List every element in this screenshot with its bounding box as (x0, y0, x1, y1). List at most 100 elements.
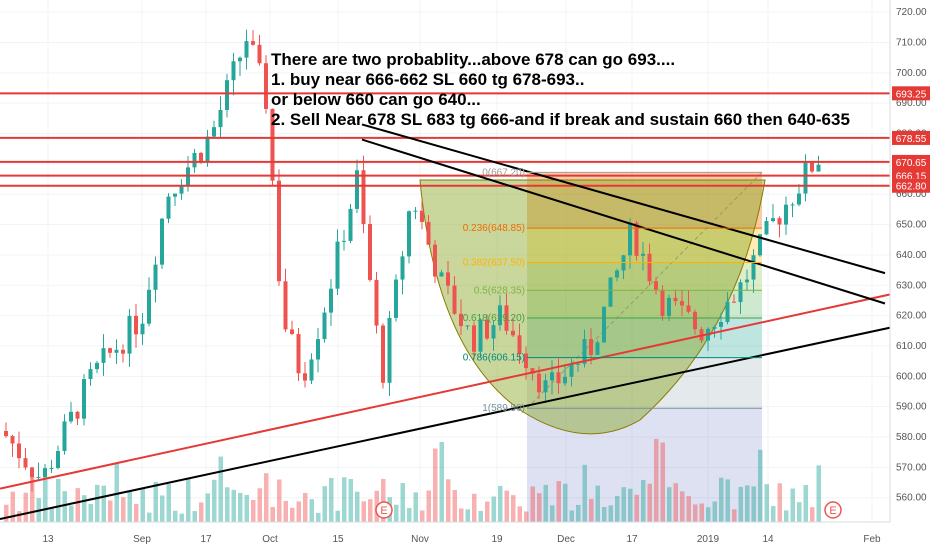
candle-body (283, 281, 288, 330)
fib-label: 0.236(648.85) (463, 223, 525, 234)
volume-bar (673, 483, 678, 522)
candle-body (381, 325, 385, 383)
volume-profile-area (527, 408, 762, 522)
volume-bar (621, 487, 626, 522)
candle-body (433, 244, 437, 277)
candle-body (693, 311, 697, 330)
candle-body (589, 339, 593, 355)
volume-bar (95, 484, 100, 522)
fib-label: 1(589.50) (482, 403, 525, 414)
volume-bar (563, 483, 568, 522)
candle-body (147, 289, 151, 324)
annotation-line: or below 660 can go 640... (271, 90, 481, 109)
volume-bar (634, 494, 639, 522)
candle-body (816, 164, 821, 172)
candle-body (472, 325, 476, 352)
volume-bar (654, 438, 659, 522)
volume-bar (147, 512, 152, 522)
candle-body (751, 255, 756, 280)
volume-bar (725, 479, 730, 522)
volume-bar (706, 507, 711, 522)
candle-body (725, 301, 730, 322)
volume-bar (270, 507, 275, 522)
candle-body (69, 411, 73, 422)
volume-bar (459, 508, 464, 522)
volume-bar (758, 449, 763, 522)
volume-bar (75, 488, 80, 522)
volume-bar (283, 500, 288, 522)
volume-bar (322, 486, 327, 522)
volume-bar (30, 477, 35, 522)
volume-bar (277, 479, 282, 522)
candle-body (134, 315, 138, 335)
volume-bar (335, 510, 340, 522)
x-tick-label: 19 (491, 534, 503, 545)
candle-body (186, 167, 190, 187)
volume-bar (426, 490, 431, 522)
volume-bar (699, 503, 704, 522)
volume-bar (400, 483, 405, 522)
trendlines (0, 123, 932, 520)
candle-body (316, 339, 320, 360)
candle-body (212, 127, 216, 137)
candle-body (602, 306, 606, 343)
candle-body (465, 325, 470, 327)
annotation-line: 2. Sell Near 678 SL 683 tg 666-and if br… (271, 110, 850, 129)
volume-bar (10, 491, 15, 522)
x-tick-label: Oct (262, 534, 278, 545)
price-badge-label: 693.25 (896, 89, 927, 100)
volume-bar (686, 496, 691, 522)
volume-bar (407, 508, 412, 522)
volume-bar (329, 477, 334, 522)
y-tick-label: 560.00 (896, 493, 927, 504)
candle-body (745, 279, 749, 283)
volume-bar (108, 500, 113, 522)
candlesticks (4, 29, 821, 492)
candle-body (101, 348, 106, 363)
candle-body (88, 369, 93, 380)
volume-bar (218, 456, 223, 522)
candle-body (563, 376, 567, 384)
x-tick-label: Feb (863, 534, 881, 545)
candle-body (199, 152, 203, 162)
candle-body (719, 321, 723, 327)
volume-bar (82, 495, 87, 522)
volume-bar (504, 490, 509, 522)
volume-bar (803, 484, 808, 522)
candle-body (322, 312, 327, 340)
volume-bar (296, 501, 301, 522)
candle-body (368, 224, 372, 280)
y-tick-label: 650.00 (896, 220, 927, 231)
x-tick-label: 15 (332, 534, 344, 545)
volume-bar (764, 484, 769, 522)
volume-bar (615, 495, 620, 522)
candle-body (576, 363, 580, 365)
candle-body (30, 467, 34, 478)
volume-bar (680, 491, 685, 522)
volume-bar (251, 499, 256, 522)
candle-body (530, 368, 535, 374)
price-badge (892, 130, 930, 145)
volume-bar (582, 464, 587, 522)
volume-bar (264, 473, 269, 522)
candle-body (628, 222, 632, 256)
volume-bar (550, 505, 555, 522)
candle-body (82, 379, 86, 419)
candle-body (537, 373, 541, 393)
pattern-shapes (419, 172, 766, 522)
candle-body (231, 61, 236, 81)
fib-label: 0.382(637.50) (463, 258, 525, 269)
candle-body (439, 272, 444, 277)
fib-band (527, 262, 762, 291)
volume-bar (62, 491, 67, 522)
volume-bar (537, 493, 542, 522)
candle-body (491, 325, 496, 339)
candle-body (478, 319, 483, 352)
y-tick-label: 660.00 (896, 189, 927, 200)
volume-bar (257, 488, 262, 522)
volume-bar (134, 503, 139, 522)
y-tick-label: 580.00 (896, 432, 927, 443)
volume-bar (660, 442, 665, 522)
